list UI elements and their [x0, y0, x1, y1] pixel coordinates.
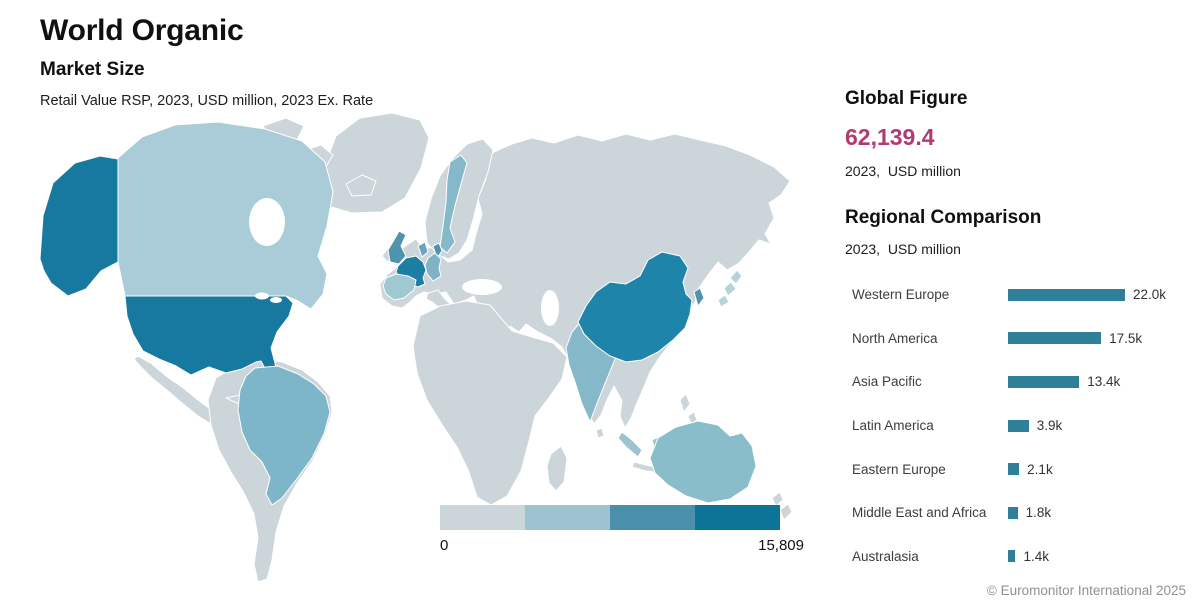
copyright-notice: © Euromonitor International 2025 — [986, 583, 1186, 598]
regional-bar-chart: Western Europe 22.0k North America 17.5k Asi… — [845, 273, 1197, 578]
legend-max-label: 15,809 — [758, 537, 804, 554]
state-alaska[interactable] — [39, 155, 119, 297]
country-spain[interactable] — [382, 273, 417, 301]
country-new-zealand[interactable] — [771, 491, 784, 507]
country-brazil[interactable] — [237, 365, 331, 506]
region-bar-track: 2.1k — [1008, 462, 1053, 477]
region-bar[interactable] — [1008, 288, 1126, 301]
region-bar-track: 22.0k — [1008, 287, 1166, 302]
regional-bar-row: Western Europe 22.0k — [845, 273, 1197, 317]
region-label: Australasia — [852, 548, 919, 564]
country-japan[interactable] — [729, 269, 743, 285]
regional-bar-row: North America 17.5k — [845, 317, 1197, 361]
country-south-korea[interactable] — [693, 287, 705, 307]
country-australia[interactable] — [649, 420, 757, 504]
regional-bar-row: Australasia 1.4k — [845, 535, 1197, 579]
island-philippines — [687, 411, 698, 425]
regional-bar-row: Latin America 3.9k — [845, 404, 1197, 448]
region-bar-track: 1.8k — [1008, 505, 1051, 520]
legend-segment — [610, 505, 695, 530]
region-bar-track: 3.9k — [1008, 418, 1062, 433]
region-bar[interactable] — [1008, 419, 1029, 432]
region-label: Middle East and Africa — [852, 505, 987, 521]
region-value: 22.0k — [1133, 287, 1167, 303]
country-sweden[interactable] — [439, 154, 468, 254]
region-bar[interactable] — [1008, 332, 1102, 345]
island-sumatra[interactable] — [617, 431, 643, 458]
country-uk[interactable] — [387, 230, 407, 265]
region-bar-track: 13.4k — [1008, 374, 1120, 389]
country-japan[interactable] — [723, 281, 737, 297]
page-subtitle: Market Size — [40, 59, 145, 80]
legend-segment — [440, 505, 525, 530]
region-bar[interactable] — [1008, 506, 1018, 519]
island-sri-lanka — [595, 427, 605, 439]
region-bar-track: 17.5k — [1008, 331, 1142, 346]
legend-gradient-bar — [440, 505, 780, 530]
page-title: World Organic — [40, 14, 244, 47]
country-iceland — [345, 174, 377, 197]
regional-bar-row: Middle East and Africa 1.8k — [845, 491, 1197, 535]
page-description: Retail Value RSP, 2023, USD million, 202… — [40, 93, 374, 109]
region-label: Western Europe — [852, 287, 950, 303]
caspian-sea — [541, 290, 559, 326]
region-value: 1.4k — [1023, 548, 1049, 564]
region-value: 13.4k — [1087, 374, 1121, 390]
global-figure-heading: Global Figure — [845, 88, 968, 109]
region-bar[interactable] — [1008, 375, 1080, 388]
world-map-svg — [39, 112, 793, 583]
region-value: 2.1k — [1027, 461, 1053, 477]
legend-segment — [525, 505, 610, 530]
landmass-africa — [412, 300, 568, 506]
regional-comparison-caption: 2023, USD million — [845, 241, 961, 257]
region-value: 3.9k — [1036, 418, 1063, 434]
global-figure-caption: 2023, USD million — [845, 163, 961, 179]
great-lake — [270, 297, 282, 303]
great-lake — [255, 292, 269, 300]
country-greenland — [323, 112, 430, 214]
world-choropleth-map — [30, 110, 810, 590]
region-value: 17.5k — [1109, 330, 1143, 346]
regional-bar-row: Asia Pacific 13.4k — [845, 360, 1197, 404]
legend-min-label: 0 — [440, 537, 449, 554]
country-usa[interactable] — [124, 295, 294, 377]
region-value: 1.8k — [1025, 505, 1052, 521]
regional-bar-row: Eastern Europe 2.1k — [845, 447, 1197, 491]
region-label: Eastern Europe — [852, 461, 946, 477]
global-figure-value: 62,139.4 — [845, 124, 935, 150]
region-bar-track: 1.4k — [1008, 549, 1049, 564]
region-label: Latin America — [852, 418, 934, 434]
island-madagascar — [546, 445, 568, 492]
region-bar[interactable] — [1008, 550, 1016, 563]
black-sea — [462, 279, 502, 295]
country-japan[interactable] — [717, 294, 730, 308]
country-netherlands[interactable] — [417, 241, 429, 258]
legend-segment — [695, 505, 780, 530]
map-color-legend: 0 15,809 — [440, 505, 804, 554]
legend-labels: 0 15,809 — [440, 537, 804, 554]
region-label: Asia Pacific — [852, 374, 922, 390]
regional-comparison-heading: Regional Comparison — [845, 207, 1042, 228]
country-canada[interactable] — [117, 121, 334, 310]
country-new-zealand[interactable] — [779, 503, 793, 521]
country-china[interactable] — [577, 251, 693, 363]
region-label: North America — [852, 330, 938, 346]
island-philippines — [679, 393, 691, 413]
landmass-scandinavia — [424, 138, 494, 260]
hudson-bay — [249, 198, 285, 246]
right-panel: Global Figure 62,139.4 2023, USD million… — [845, 88, 1197, 578]
region-bar[interactable] — [1008, 463, 1020, 476]
